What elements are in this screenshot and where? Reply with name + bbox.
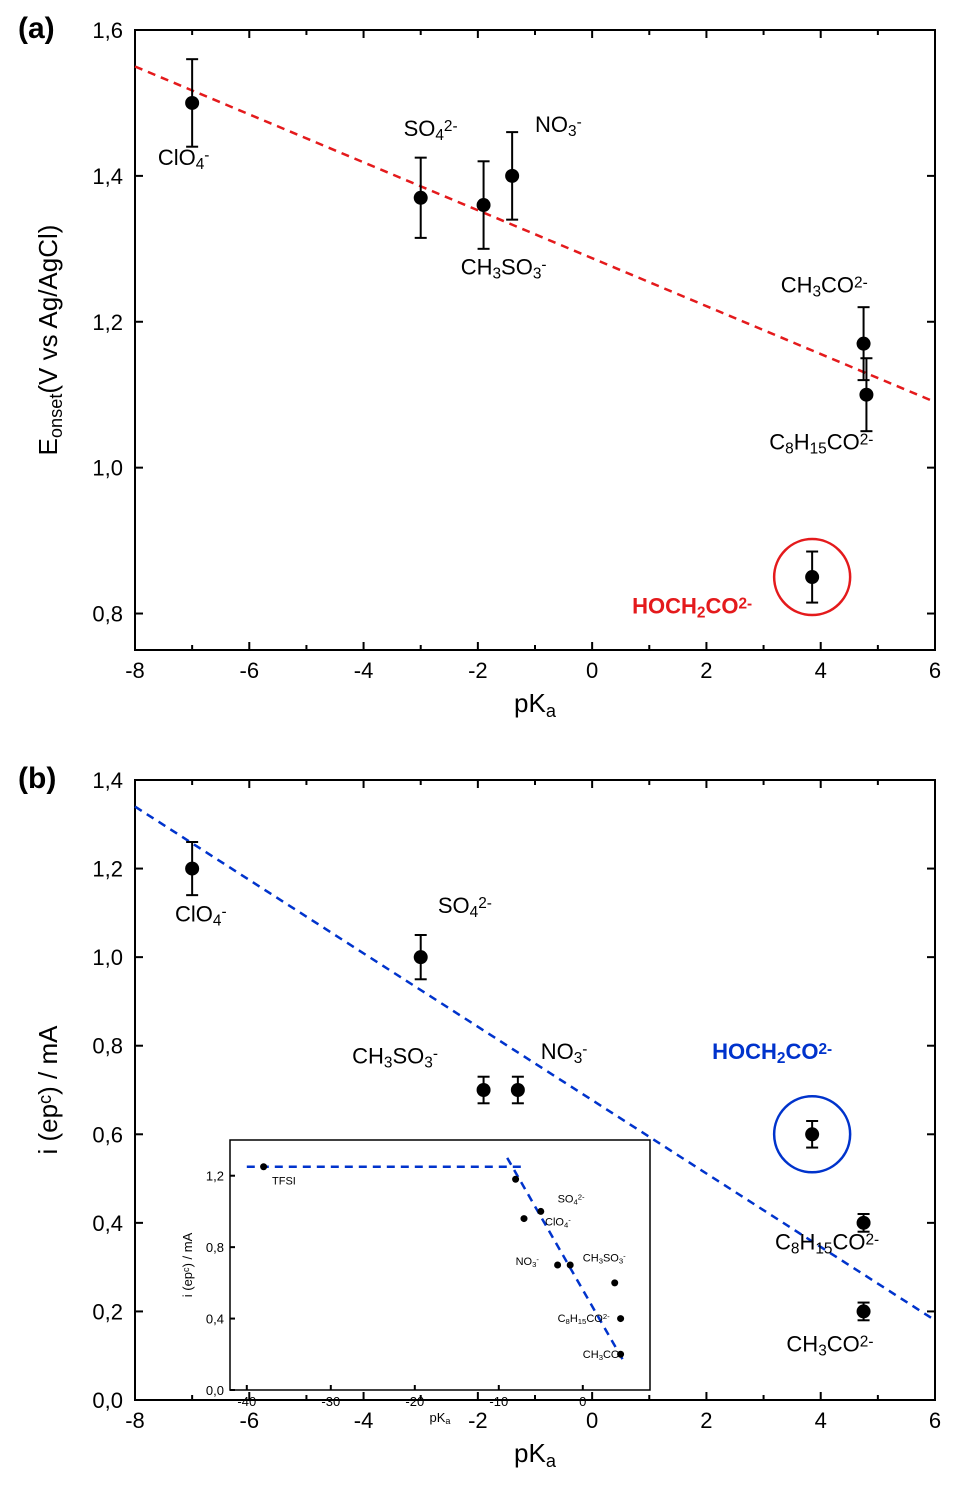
x-tick-label: -4 bbox=[354, 1408, 374, 1433]
data-point bbox=[511, 1083, 525, 1097]
data-point bbox=[857, 1216, 871, 1230]
x-tick-label: -2 bbox=[468, 658, 488, 683]
inset-point bbox=[521, 1215, 528, 1222]
figure-svg: -8-6-4-202460,81,01,21,41,6pKaEonset(V v… bbox=[0, 0, 980, 1490]
data-point bbox=[185, 96, 199, 110]
inset-point bbox=[617, 1315, 624, 1322]
y-tick-label: 1,4 bbox=[92, 164, 123, 189]
inset-point bbox=[567, 1262, 574, 1269]
inset-y-tick-label: 1,2 bbox=[206, 1169, 224, 1184]
x-tick-label: -4 bbox=[354, 658, 374, 683]
chem-label: ClO4- bbox=[158, 145, 210, 173]
chem-label: SO42- bbox=[438, 893, 492, 921]
chem-label: C8H15CO2- bbox=[775, 1229, 879, 1257]
x-tick-label: -6 bbox=[240, 658, 260, 683]
figure-root: (a) (b) -8-6-4-202460,81,01,21,41,6pKaEo… bbox=[0, 0, 980, 1490]
y-axis-title: Eonset(V vs Ag/AgCl) bbox=[33, 225, 66, 456]
data-point bbox=[477, 1083, 491, 1097]
y-tick-label: 1,0 bbox=[92, 456, 123, 481]
inset-x-tick-label: -40 bbox=[237, 1394, 256, 1409]
x-tick-label: 4 bbox=[815, 1408, 827, 1433]
chem-label: NO3- bbox=[535, 112, 582, 140]
chem-label: ClO4- bbox=[545, 1216, 571, 1230]
panel-a-label: (a) bbox=[18, 12, 55, 46]
y-tick-label: 1,6 bbox=[92, 18, 123, 43]
chem-label: CH3SO3- bbox=[352, 1043, 438, 1071]
inset-point bbox=[554, 1262, 561, 1269]
y-tick-label: 0,2 bbox=[92, 1299, 123, 1324]
y-axis-title: i (epc) / mA bbox=[33, 1025, 63, 1155]
chem-label: ClO4- bbox=[175, 902, 227, 930]
data-point bbox=[857, 1304, 871, 1318]
inset-point bbox=[611, 1279, 618, 1286]
x-tick-label: 6 bbox=[929, 1408, 941, 1433]
inset-point bbox=[512, 1176, 519, 1183]
inset-x-tick-label: 0 bbox=[579, 1394, 586, 1409]
y-tick-label: 1,4 bbox=[92, 768, 123, 793]
chem-label: HOCH2CO2- bbox=[712, 1039, 832, 1067]
inset-x-tick-label: -20 bbox=[405, 1394, 424, 1409]
chem-label: CH3CO2- bbox=[786, 1331, 873, 1359]
x-tick-label: -6 bbox=[240, 1408, 260, 1433]
inset-x-title: pKa bbox=[430, 1410, 452, 1426]
y-tick-label: 0,8 bbox=[92, 602, 123, 627]
x-tick-label: 2 bbox=[700, 1408, 712, 1433]
panel-b-label: (b) bbox=[18, 762, 56, 796]
data-point bbox=[505, 169, 519, 183]
x-tick-label: -8 bbox=[125, 658, 145, 683]
chem-label: HOCH2CO2- bbox=[632, 594, 752, 622]
x-axis-title: pKa bbox=[514, 1438, 557, 1471]
y-tick-label: 0,0 bbox=[92, 1388, 123, 1413]
chem-label: CH3CO- bbox=[583, 1348, 623, 1362]
x-tick-label: -2 bbox=[468, 1408, 488, 1433]
inset-y-tick-label: 0,4 bbox=[206, 1312, 224, 1327]
y-tick-label: 0,4 bbox=[92, 1211, 123, 1236]
y-tick-label: 1,2 bbox=[92, 857, 123, 882]
inset-y-tick-label: 0,0 bbox=[206, 1383, 224, 1398]
x-tick-label: 0 bbox=[586, 1408, 598, 1433]
data-point bbox=[805, 570, 819, 584]
x-axis-title: pKa bbox=[514, 688, 557, 721]
inset-x-tick-label: -30 bbox=[321, 1394, 340, 1409]
inset-point bbox=[537, 1208, 544, 1215]
chem-label: NO3- bbox=[516, 1255, 540, 1269]
inset-y-tick-label: 0,8 bbox=[206, 1240, 224, 1255]
chem-label: CH3SO3- bbox=[461, 254, 547, 282]
inset-point bbox=[260, 1163, 267, 1170]
y-tick-label: 0,8 bbox=[92, 1034, 123, 1059]
y-tick-label: 0,6 bbox=[92, 1122, 123, 1147]
x-tick-label: 0 bbox=[586, 658, 598, 683]
inset-y-title: i (epc) / mA bbox=[180, 1232, 195, 1297]
y-tick-label: 1,0 bbox=[92, 945, 123, 970]
chem-label: C8H15CO2- bbox=[769, 429, 873, 457]
data-point bbox=[414, 950, 428, 964]
chem-label: TFSI bbox=[272, 1176, 296, 1188]
data-point bbox=[859, 388, 873, 402]
chem-label: CH3CO2- bbox=[781, 273, 868, 301]
x-tick-label: 4 bbox=[815, 658, 827, 683]
data-point bbox=[805, 1127, 819, 1141]
data-point bbox=[857, 337, 871, 351]
data-point bbox=[414, 191, 428, 205]
x-tick-label: 2 bbox=[700, 658, 712, 683]
data-point bbox=[477, 198, 491, 212]
y-tick-label: 1,2 bbox=[92, 310, 123, 335]
chem-label: SO42- bbox=[404, 116, 458, 144]
x-tick-label: 6 bbox=[929, 658, 941, 683]
chem-label: NO3- bbox=[541, 1039, 588, 1067]
x-tick-label: -8 bbox=[125, 1408, 145, 1433]
data-point bbox=[185, 862, 199, 876]
inset-x-tick-label: -10 bbox=[489, 1394, 508, 1409]
